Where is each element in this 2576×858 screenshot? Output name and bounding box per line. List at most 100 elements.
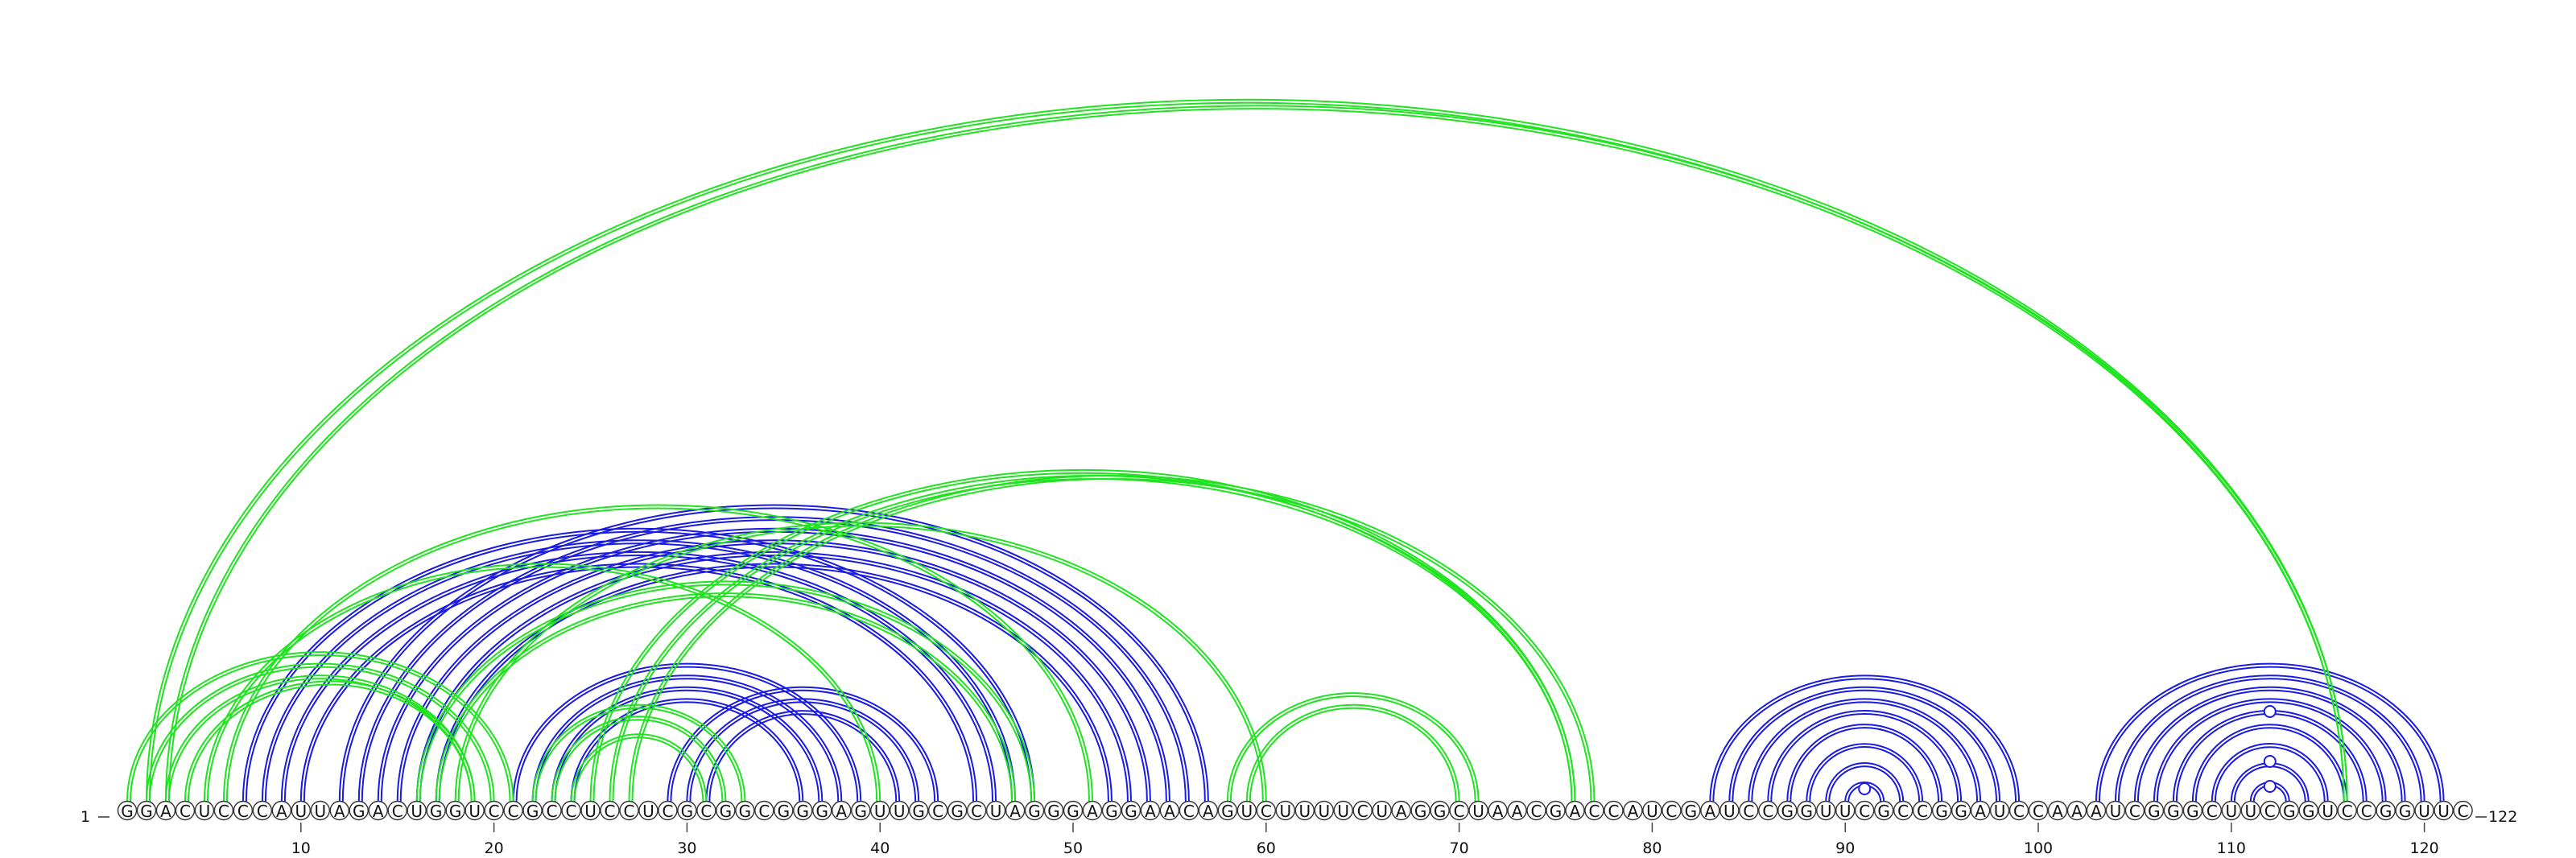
nucleotide-letter-116: C xyxy=(2342,802,2353,821)
nucleotide-letter-89: U xyxy=(1820,802,1832,821)
tick-label-60: 60 xyxy=(1257,839,1276,857)
nucleotide-letter-95: G xyxy=(1935,802,1948,821)
nucleotide-circle-17 xyxy=(426,800,446,821)
green-pair-arc-2-116-inner xyxy=(148,101,2345,802)
blue-pair-arc-86-96 xyxy=(1767,710,1963,802)
green-pair-arc-59-70 xyxy=(1245,703,1460,802)
nucleotide-letter-80: U xyxy=(1646,802,1658,821)
nucleotide-circle-6 xyxy=(213,800,234,821)
nucleotide-letter-64: U xyxy=(1337,802,1349,821)
blue-pair-arc-103-121 xyxy=(2095,662,2445,802)
nucleotide-circle-32 xyxy=(716,800,736,821)
nucleotide-circle-37 xyxy=(812,800,832,821)
nucleotide-letter-48: G xyxy=(1028,802,1041,821)
nucleotide-circle-24 xyxy=(561,800,581,821)
nucleotide-circle-85 xyxy=(1739,800,1759,821)
nucleotide-circle-33 xyxy=(735,800,755,821)
blue-pair-arc-108-116 xyxy=(2191,724,2348,802)
nucleotide-letter-22: G xyxy=(526,802,539,821)
nucleotide-circle-46 xyxy=(985,800,1006,821)
tick-label-10: 10 xyxy=(291,839,311,857)
green-pair-arc-2-20 xyxy=(145,662,495,802)
tick-label-100: 100 xyxy=(2024,839,2053,857)
tick-label-120: 120 xyxy=(2409,839,2438,857)
blue-pair-arc-105-119 xyxy=(2133,686,2406,802)
nucleotide-circle-18 xyxy=(445,800,465,821)
nucleotide-letter-7: C xyxy=(237,802,249,821)
nucleotide-circle-110 xyxy=(2221,800,2242,821)
nucleotide-letter-41: U xyxy=(894,802,906,821)
nucleotide-circle-112 xyxy=(2260,800,2280,821)
nucleotide-letter-110: U xyxy=(2225,802,2237,821)
nucleotide-letter-63: U xyxy=(1318,802,1330,821)
nucleotide-circle-117 xyxy=(2356,800,2376,821)
nucleotide-letter-112: C xyxy=(2264,802,2276,821)
nucleotide-letter-46: U xyxy=(990,802,1002,821)
nucleotide-letter-52: G xyxy=(1105,802,1118,821)
nucleotide-letter-81: C xyxy=(1666,802,1677,821)
nucleotide-circle-106 xyxy=(2144,800,2165,821)
blue-pair-arc-83-99 xyxy=(1709,674,2021,802)
nucleotide-letter-114: G xyxy=(2302,802,2315,821)
nucleotide-circle-42 xyxy=(908,800,929,821)
green-pair-arc-1-21-inner xyxy=(130,654,511,802)
nucleotide-circle-15 xyxy=(387,800,407,821)
blue-pair-arc-104-120-inner xyxy=(2117,678,2422,802)
green-pair-arc-5-40 xyxy=(203,563,881,802)
green-pair-arc-3-116 xyxy=(164,105,2348,802)
nucleotide-circle-107 xyxy=(2163,800,2184,821)
nucleotide-letter-102: A xyxy=(2071,802,2083,821)
green-pair-arc-5-40-inner xyxy=(206,566,878,802)
blue-pair-arc-84-98-inner xyxy=(1732,689,1998,802)
nucleotide-circle-67 xyxy=(1391,800,1411,821)
nucleotide-circle-91 xyxy=(1854,800,1875,821)
nucleotide-circle-69 xyxy=(1430,800,1450,821)
tick-label-30: 30 xyxy=(677,839,696,857)
blue-pair-arc-10-45 xyxy=(299,563,978,802)
nucleotide-letter-2: G xyxy=(140,802,153,821)
nucleotide-circle-61 xyxy=(1275,800,1296,821)
nucleotide-letter-118: G xyxy=(2380,802,2392,821)
nucleotide-circle-122 xyxy=(2453,800,2473,821)
blue-pair-arc-30-42 xyxy=(686,698,920,802)
nucleotide-circle-52 xyxy=(1101,800,1122,821)
nucleotide-letter-68: G xyxy=(1414,802,1427,821)
nucleotide-circle-89 xyxy=(1816,800,1836,821)
nucleotide-letter-38: A xyxy=(836,802,847,821)
nucleotide-circle-104 xyxy=(2105,800,2126,821)
nucleotide-letter-94: C xyxy=(1917,802,1928,821)
nucleotide-circle-120 xyxy=(2414,800,2434,821)
nucleotide-letter-104: U xyxy=(2110,802,2122,821)
nucleotide-circle-102 xyxy=(2066,800,2087,821)
nucleotide-letter-23: C xyxy=(547,802,558,821)
blue-pair-arc-83-99-inner xyxy=(1712,678,2017,802)
nucleotide-letter-91: C xyxy=(1859,802,1870,821)
nucleotide-circle-80 xyxy=(1642,800,1662,821)
nucleotide-circle-79 xyxy=(1623,800,1643,821)
green-pair-arc-59-70-inner xyxy=(1249,707,1457,802)
nucleotide-letter-39: G xyxy=(854,802,867,821)
green-pair-arc-4-19-inner xyxy=(187,683,473,802)
blue-pair-arc-21-39-inner xyxy=(515,666,859,802)
blue-pair-arc-17-52 xyxy=(435,563,1113,802)
nucleotide-letter-12: A xyxy=(334,802,345,821)
nucleotide-letter-70: C xyxy=(1454,802,1465,821)
green-pair-arc-6-51 xyxy=(222,504,1093,802)
nucleotide-letter-100: C xyxy=(2033,802,2044,821)
nucleotide-circle-84 xyxy=(1719,800,1740,821)
nucleotide-circle-58 xyxy=(1217,800,1238,821)
nucleotide-circle-70 xyxy=(1449,800,1469,821)
nucleotide-letter-27: C xyxy=(623,802,634,821)
nucleotide-letter-88: G xyxy=(1801,802,1814,821)
blue-pair-arc-29-43 xyxy=(667,686,939,802)
nucleotide-letter-29: C xyxy=(662,802,673,821)
nucleotide-circle-39 xyxy=(851,800,871,821)
green-pair-arc-3-116-inner xyxy=(167,108,2345,802)
nucleotide-letter-24: C xyxy=(566,802,577,821)
nucleotide-letter-30: G xyxy=(681,802,694,821)
nucleotide-letter-93: C xyxy=(1897,802,1909,821)
nucleotide-letter-79: A xyxy=(1628,802,1639,821)
nucleotide-letter-66: U xyxy=(1376,802,1388,821)
blue-pair-arc-89-93-inner xyxy=(1828,765,1901,802)
